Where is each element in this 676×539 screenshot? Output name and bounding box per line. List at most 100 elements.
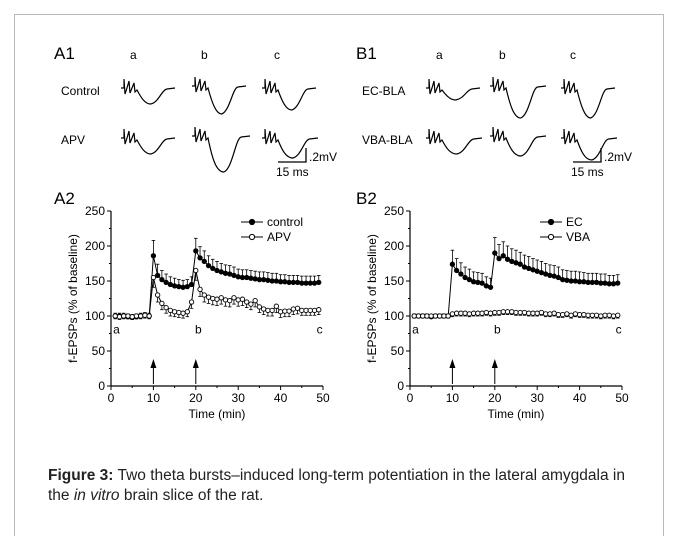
a2-series-apv-point [277,309,284,315]
a2-series-apv-point [188,299,195,305]
b2-series-vba-point [500,309,506,315]
a2-y-tick-label: 50 [92,344,106,358]
a2-series-control-point [282,279,288,285]
b2-series-vba-point [606,312,612,318]
a2-series-control-point [150,253,157,259]
a2-series-apv-point [307,307,313,314]
b2-series-ec-point [564,277,570,283]
b2-series-vba-point [415,313,422,319]
b2-series-ec-point [470,279,477,285]
b2-series-vba-point [555,311,562,318]
chart-a2: 0 50 100 150 200 250 0 10 20 30 40 50 Time (min) f-EP… [66,204,330,421]
panel-label-b1: B1 [356,44,377,63]
b2-series-vba-point [547,311,553,317]
trace-b1-ec-b [490,76,547,119]
b2-y-tick-label: 150 [384,274,404,288]
a2-series-apv-point [273,303,280,309]
a2-stim-arrow-head [192,359,199,368]
a2-series-apv-legend-marker [248,233,256,241]
a2-series-apv-point [311,307,318,314]
b2-x-tick-label: 40 [573,391,587,405]
b2-series-ec-point [496,255,502,262]
b2-series-ec-point [615,280,621,286]
a1-scale-amplitude: .2mV [309,150,337,164]
a2-series-control-legend-label: control [267,215,303,229]
b2-series-vba-point [445,313,451,319]
a2-series-control-point [184,283,190,290]
chart-b2: 0 50 100 150 200 250 0 10 20 30 40 50 Time (min) f-EP… [365,204,629,421]
a2-series-apv-point [133,313,140,319]
b2-series-ec-point [487,284,494,290]
b2-series-ec-point [593,279,600,286]
a2-series-apv-point [138,313,144,319]
a2-series-control-point [290,279,296,286]
trace-b1-vba-b [490,126,547,157]
b2-series-vba-point [543,311,549,317]
b2-series-vba-point [593,312,600,318]
b2-series-ec-point [458,271,464,277]
panel-label-b2: B2 [356,189,377,208]
b2-stim-arrow-head [449,359,456,368]
a2-series-apv-point [121,313,127,319]
a2-series-apv-point [184,309,190,315]
b2-series-ec-point [555,274,562,281]
b2-series-ec-point [585,279,591,286]
trace-a1-control-c [262,78,317,111]
b2-series-vba-point [534,310,540,316]
b2-series-ec-point [462,274,468,281]
b2-series-vba-point [475,310,481,316]
b2-series-vba-point [437,313,443,319]
b2-series-ec-point [576,279,583,285]
a2-series-control-point [205,262,212,269]
a2-series-apv-point [252,297,258,304]
a2-series-apv-point [218,295,224,301]
a2-series-apv-point [227,297,233,304]
a2-y-axis-label: f-EPSPs (% of baseline) [66,234,80,363]
a2-annotation-c: c [317,323,323,337]
caption-label: Figure 3: [48,467,114,484]
b2-series-vba-point [585,312,591,318]
a2-series-control-point [167,281,174,288]
a2-series-apv-point [244,299,250,305]
b1-scale-bar [573,148,602,163]
a2-series-apv-point [286,308,292,314]
b2-series-vba-legend-marker [547,233,555,241]
b2-series-vba-point [411,313,417,319]
a2-series-control-point [294,279,301,286]
a2-series-apv-point [146,313,152,319]
a2-series-apv-point [290,306,296,312]
figure-3: A1 B1 A2 B2 a b c a b c Control APV EC-B… [54,44,632,421]
a2-series-apv-point [248,301,254,307]
a2-series-apv-point [299,307,305,314]
a2-series-control-point [316,279,322,286]
panel-label-a1: A1 [54,44,75,63]
b2-series-ec-point [453,267,460,274]
b2-series-ec-point [449,261,456,267]
b2-series-vba-point [420,313,426,319]
a2-series-apv-point [231,295,237,301]
b2-series-vba-point [538,309,545,316]
b2-series-ec-point [500,253,506,259]
b2-x-tick-label: 20 [488,391,502,405]
a2-stim-arrow-head [150,359,157,368]
a2-series-control-point [197,255,203,261]
a2-series-control-point [311,280,318,286]
a2-series-apv-point [265,307,271,314]
a2-series-apv-point [125,313,131,319]
b2-series-vba-point [428,313,434,319]
b2-stim-arrow-head [491,359,498,368]
a2-series-control-point [235,274,241,280]
a2-series-control-point [260,276,267,283]
b2-series-ec-point [543,271,549,277]
a2-series-control-point [269,278,275,284]
a2-series-apv-point [210,295,216,302]
trace-a1-control-a [121,78,176,105]
b2-series-ec-point [610,281,617,287]
b1-scale-time: 15 ms [571,165,604,179]
a2-annotation-a: a [113,323,120,337]
a2-series-apv-point [303,307,309,314]
b2-series-vba-point [602,312,608,318]
a2-x-tick-label: 0 [108,391,115,405]
b2-series-vba-point [610,313,617,319]
a2-series-control-point [210,265,216,272]
